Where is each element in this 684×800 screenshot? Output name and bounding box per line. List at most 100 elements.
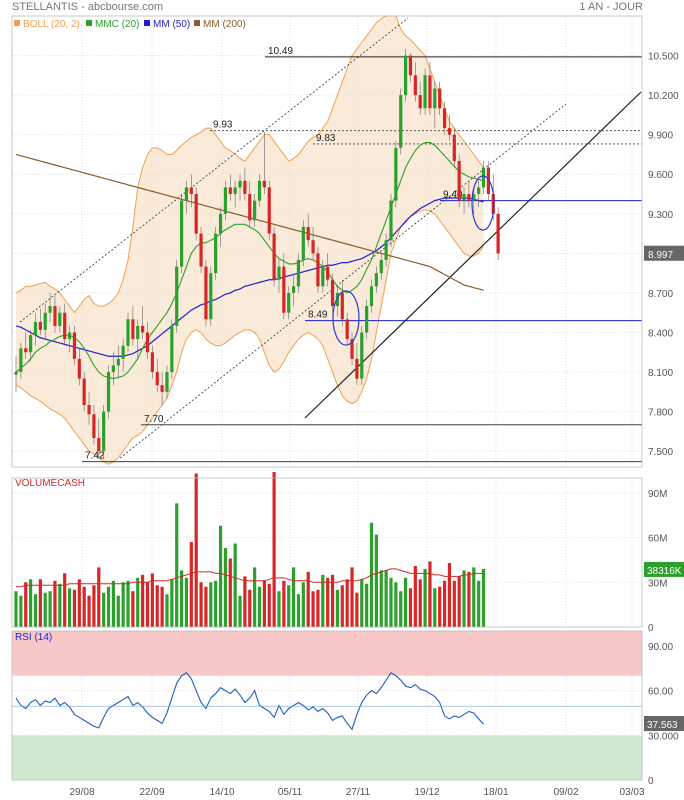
candle-body <box>165 372 169 392</box>
candle-body <box>29 335 33 353</box>
highlight-ellipse <box>332 290 360 346</box>
candle-body <box>87 405 91 415</box>
volume-bar <box>267 583 271 627</box>
candle-body <box>121 345 125 359</box>
volume-axis-label: 90M <box>648 489 667 500</box>
candle-body <box>116 358 120 366</box>
candle-body <box>321 266 325 287</box>
volume-bar <box>306 571 310 627</box>
candle-body <box>345 319 349 340</box>
candle-body <box>248 194 252 221</box>
volume-bar <box>43 592 47 627</box>
candle-body <box>282 266 286 313</box>
volume-bar <box>350 567 354 627</box>
price-axis-label: 7.500 <box>648 447 673 458</box>
candle-body <box>467 194 471 201</box>
x-tick-label: 19/12 <box>414 787 439 798</box>
candle-body <box>491 194 495 214</box>
price-axis-label: 9.600 <box>648 170 673 181</box>
volume-bar <box>408 588 413 627</box>
candle-body <box>355 358 359 379</box>
volume-bar <box>194 473 198 627</box>
candle-body <box>472 194 476 201</box>
candle-body <box>369 286 374 307</box>
volume-bar <box>218 525 223 627</box>
volume-bar <box>141 574 145 627</box>
candle-body <box>53 306 57 326</box>
price-axis-label: 10.500 <box>648 52 679 63</box>
candle-body <box>150 352 154 373</box>
candle-body <box>394 147 398 201</box>
candle-body <box>223 187 228 214</box>
candle-body <box>63 312 67 340</box>
candle-body <box>350 339 354 359</box>
candle-body <box>335 292 340 307</box>
volume-bar <box>321 574 325 627</box>
candle-body <box>452 134 456 162</box>
volume-bar <box>311 591 315 627</box>
x-tick-label: 09/02 <box>553 787 578 798</box>
candle-body <box>408 55 413 76</box>
volume-bar <box>428 561 432 627</box>
volume-bar <box>131 591 135 627</box>
rsi-axis-label: 0 <box>648 776 654 787</box>
rsi-line <box>15 671 484 731</box>
volume-bar <box>457 576 461 627</box>
candle-body <box>262 180 266 188</box>
volume-bar <box>238 595 242 627</box>
volume-bar <box>24 582 28 627</box>
candle-body <box>19 348 23 373</box>
rsi-oversold-zone <box>12 735 642 780</box>
volume-bar <box>204 586 208 627</box>
price-axis-label: 8.100 <box>648 368 673 379</box>
volume-bar <box>92 585 96 627</box>
price-axis-label: 8.400 <box>648 328 673 339</box>
price-level-label: 10.49 <box>268 46 293 57</box>
candle-body <box>38 321 42 330</box>
price-axis-label: 9.300 <box>648 210 673 221</box>
volume-bar <box>19 595 23 627</box>
candle-body <box>399 95 403 148</box>
candle-body <box>43 312 47 330</box>
rsi-panel-frame <box>11 630 643 781</box>
volume-bar <box>257 586 262 627</box>
volume-bar <box>126 580 130 627</box>
volume-bar <box>121 582 125 627</box>
rsi-overbought-zone <box>12 631 642 676</box>
legend-item: BOLL (20, 2) <box>23 19 80 30</box>
chart-header-title: STELLANTIS - abcbourse.com <box>12 1 163 13</box>
candle-body <box>374 273 378 287</box>
last-price-value: 8.997 <box>648 250 673 261</box>
volume-bar <box>63 573 67 627</box>
candle-body <box>24 348 28 353</box>
candle-body <box>287 292 291 313</box>
volume-bar <box>175 503 179 627</box>
volume-bar <box>150 573 154 627</box>
price-axis-label: 8.700 <box>648 289 673 300</box>
volume-bar <box>462 570 466 627</box>
x-tick-label: 05/11 <box>278 787 303 798</box>
mm50-line <box>15 197 484 357</box>
volume-axis-label: 60M <box>648 534 667 545</box>
volume-bar <box>423 568 427 627</box>
candle-body <box>277 266 281 280</box>
volume-bar <box>48 591 52 627</box>
legend-swatch <box>194 20 200 26</box>
x-tick-label: 18/01 <box>483 787 508 798</box>
candle-body <box>145 332 150 353</box>
volume-bar <box>243 576 247 627</box>
candle-body <box>428 75 432 109</box>
last-volume-tag <box>644 561 684 577</box>
price-level-label: 8.49 <box>308 310 328 321</box>
channel-lower-line <box>119 103 567 459</box>
volume-bar <box>404 577 408 627</box>
volume-bar <box>277 591 281 627</box>
bollinger-upper-line <box>15 15 484 314</box>
volume-bar <box>111 580 115 627</box>
candle-body <box>189 187 193 195</box>
candle-body <box>413 75 417 96</box>
volume-bar <box>67 588 72 627</box>
volume-bar <box>345 579 349 627</box>
price-level-label: 9.93 <box>213 120 233 131</box>
